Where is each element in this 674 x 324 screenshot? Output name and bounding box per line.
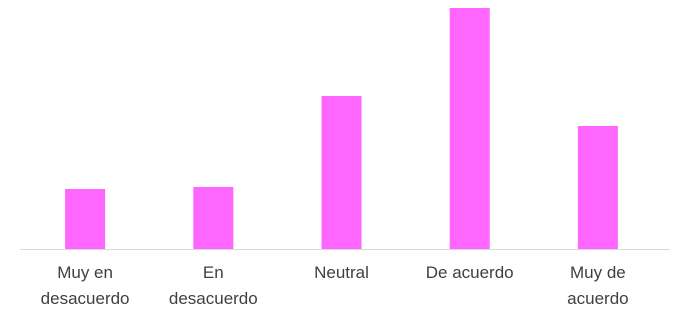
x-tick-label: De acuerdo (425, 263, 514, 282)
bar (193, 187, 234, 249)
x-tick-label: Neutral (314, 263, 369, 282)
x-tick-label: Muy de acuerdo (567, 263, 629, 308)
bar (65, 189, 106, 249)
x-tick-label: En desacuerdo (168, 263, 258, 308)
x-tick-label: Muy en desacuerdo (40, 263, 130, 308)
bar (321, 96, 362, 249)
bar (577, 126, 618, 249)
bar (449, 8, 490, 249)
